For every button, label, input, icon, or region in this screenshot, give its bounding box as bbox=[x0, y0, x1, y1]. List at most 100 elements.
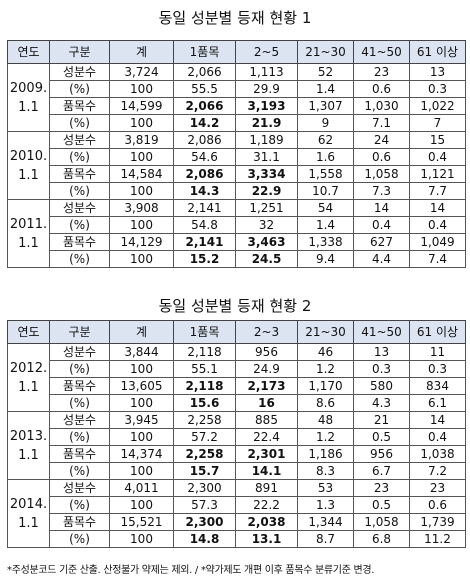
value-cell: 0.6 bbox=[409, 496, 466, 514]
year-cell: 2014. 1.1 bbox=[7, 479, 50, 548]
value-cell: 13 bbox=[409, 63, 466, 81]
value-cell: 15,521 bbox=[109, 513, 174, 531]
value-cell: 100 bbox=[109, 216, 174, 234]
value-cell: 7.7 bbox=[409, 182, 466, 200]
value-cell: 31.1 bbox=[235, 148, 298, 166]
value-cell: 1.4 bbox=[297, 80, 354, 98]
value-cell: 1,338 bbox=[297, 233, 354, 251]
category-cell: 성분수 bbox=[49, 343, 110, 361]
value-cell: 1.3 bbox=[297, 496, 354, 514]
header-row: 연도 구분 계 1품목 2~3 21~30 41~50 61 이상 bbox=[7, 320, 466, 344]
category-cell: 품목수 bbox=[49, 377, 110, 395]
column-header: 연도 bbox=[7, 40, 50, 64]
table-row: 품목수 14,129 2,141 3,463 1,338 627 1,049 bbox=[8, 233, 466, 251]
value-cell: 580 bbox=[353, 377, 410, 395]
category-cell: (%) bbox=[49, 148, 110, 166]
value-cell: 14.1 bbox=[235, 462, 298, 480]
value-cell: 6.7 bbox=[353, 462, 410, 480]
value-cell: 2,258 bbox=[173, 411, 236, 429]
table-row: 2009. 1.1 성분수 3,724 2,066 1,113 52 23 13 bbox=[7, 63, 466, 132]
value-cell: 956 bbox=[353, 445, 410, 463]
value-cell: 14.8 bbox=[173, 530, 236, 548]
value-cell: 22.4 bbox=[235, 428, 298, 446]
value-cell: 0.3 bbox=[409, 80, 466, 98]
value-cell: 0.4 bbox=[409, 216, 466, 234]
value-cell: 100 bbox=[109, 114, 174, 132]
value-cell: 14 bbox=[409, 411, 466, 429]
column-header: 61 이상 bbox=[409, 320, 466, 344]
value-cell: 7.2 bbox=[409, 462, 466, 480]
value-cell: 7.1 bbox=[353, 114, 410, 132]
value-cell: 1.2 bbox=[297, 428, 354, 446]
value-cell: 4.3 bbox=[353, 394, 410, 412]
column-header: 계 bbox=[109, 320, 174, 344]
value-cell: 2,301 bbox=[235, 445, 298, 463]
value-cell: 14,129 bbox=[109, 233, 174, 251]
value-cell: 24.9 bbox=[235, 360, 298, 378]
value-cell: 53 bbox=[297, 479, 354, 497]
value-cell: 14,584 bbox=[109, 165, 174, 183]
value-cell: 1,739 bbox=[409, 513, 466, 531]
value-cell: 834 bbox=[409, 377, 466, 395]
value-cell: 11.2 bbox=[409, 530, 466, 548]
value-cell: 100 bbox=[109, 462, 174, 480]
value-cell: 0.4 bbox=[409, 148, 466, 166]
value-cell: 1.6 bbox=[297, 148, 354, 166]
value-cell: 16 bbox=[235, 394, 298, 412]
value-cell: 100 bbox=[109, 530, 174, 548]
value-cell: 0.4 bbox=[353, 216, 410, 234]
category-cell: 품목수 bbox=[49, 97, 110, 115]
value-cell: 1,113 bbox=[235, 63, 298, 81]
value-cell: 100 bbox=[109, 182, 174, 200]
year-cell: 2009. 1.1 bbox=[7, 63, 50, 132]
column-header: 2~5 bbox=[235, 40, 298, 64]
table-row: (%) 100 55.5 29.9 1.4 0.6 0.3 bbox=[8, 80, 466, 98]
value-cell: 23 bbox=[353, 63, 410, 81]
value-cell: 1,058 bbox=[353, 513, 410, 531]
value-cell: 1,307 bbox=[297, 97, 354, 115]
value-cell: 1,170 bbox=[297, 377, 354, 395]
value-cell: 1,030 bbox=[353, 97, 410, 115]
value-cell: 3,819 bbox=[109, 131, 174, 149]
column-header: 21~30 bbox=[297, 320, 354, 344]
table-row: (%) 100 15.7 14.1 8.3 6.7 7.2 bbox=[8, 462, 466, 480]
value-cell: 4.4 bbox=[353, 250, 410, 268]
value-cell: 1.4 bbox=[297, 216, 354, 234]
footnote: *주성분코드 기준 산출. 산정불가 약제는 제외. / *약가제도 개편 이후… bbox=[7, 565, 375, 576]
value-cell: 54.6 bbox=[173, 148, 236, 166]
category-cell: (%) bbox=[49, 428, 110, 446]
value-cell: 55.5 bbox=[173, 80, 236, 98]
table-row: 품목수 14,584 2,086 3,334 1,558 1,058 1,121 bbox=[8, 165, 466, 183]
table-row: (%) 100 14.8 13.1 8.7 6.8 11.2 bbox=[8, 530, 466, 548]
value-cell: 3,193 bbox=[235, 97, 298, 115]
value-cell: 24 bbox=[353, 131, 410, 149]
category-cell: 성분수 bbox=[49, 63, 110, 81]
table-row: 2012. 1.1 성분수 3,844 2,118 956 46 13 11 bbox=[7, 343, 466, 412]
value-cell: 6.8 bbox=[353, 530, 410, 548]
value-cell: 14,599 bbox=[109, 97, 174, 115]
value-cell: 13,605 bbox=[109, 377, 174, 395]
value-cell: 1,344 bbox=[297, 513, 354, 531]
category-cell: (%) bbox=[49, 462, 110, 480]
value-cell: 1,049 bbox=[409, 233, 466, 251]
value-cell: 8.7 bbox=[297, 530, 354, 548]
table-row: (%) 100 54.6 31.1 1.6 0.6 0.4 bbox=[8, 148, 466, 166]
category-cell: (%) bbox=[49, 360, 110, 378]
category-cell: (%) bbox=[49, 496, 110, 514]
header-row: 연도 구분 계 1품목 2~5 21~30 41~50 61 이상 bbox=[7, 40, 466, 64]
category-cell: 품목수 bbox=[49, 233, 110, 251]
value-cell: 1,022 bbox=[409, 97, 466, 115]
value-cell: 22.9 bbox=[235, 182, 298, 200]
value-cell: 1.2 bbox=[297, 360, 354, 378]
table-row: 품목수 14,374 2,258 2,301 1,186 956 1,038 bbox=[8, 445, 466, 463]
value-cell: 15.7 bbox=[173, 462, 236, 480]
table-row: (%) 100 57.2 22.4 1.2 0.5 0.4 bbox=[8, 428, 466, 446]
value-cell: 55.1 bbox=[173, 360, 236, 378]
category-cell: 품목수 bbox=[49, 445, 110, 463]
column-header: 2~3 bbox=[235, 320, 298, 344]
column-header: 구분 bbox=[49, 320, 110, 344]
table-row: (%) 100 14.3 22.9 10.7 7.3 7.7 bbox=[8, 182, 466, 200]
value-cell: 956 bbox=[235, 343, 298, 361]
value-cell: 2,066 bbox=[173, 63, 236, 81]
category-cell: 성분수 bbox=[49, 199, 110, 217]
